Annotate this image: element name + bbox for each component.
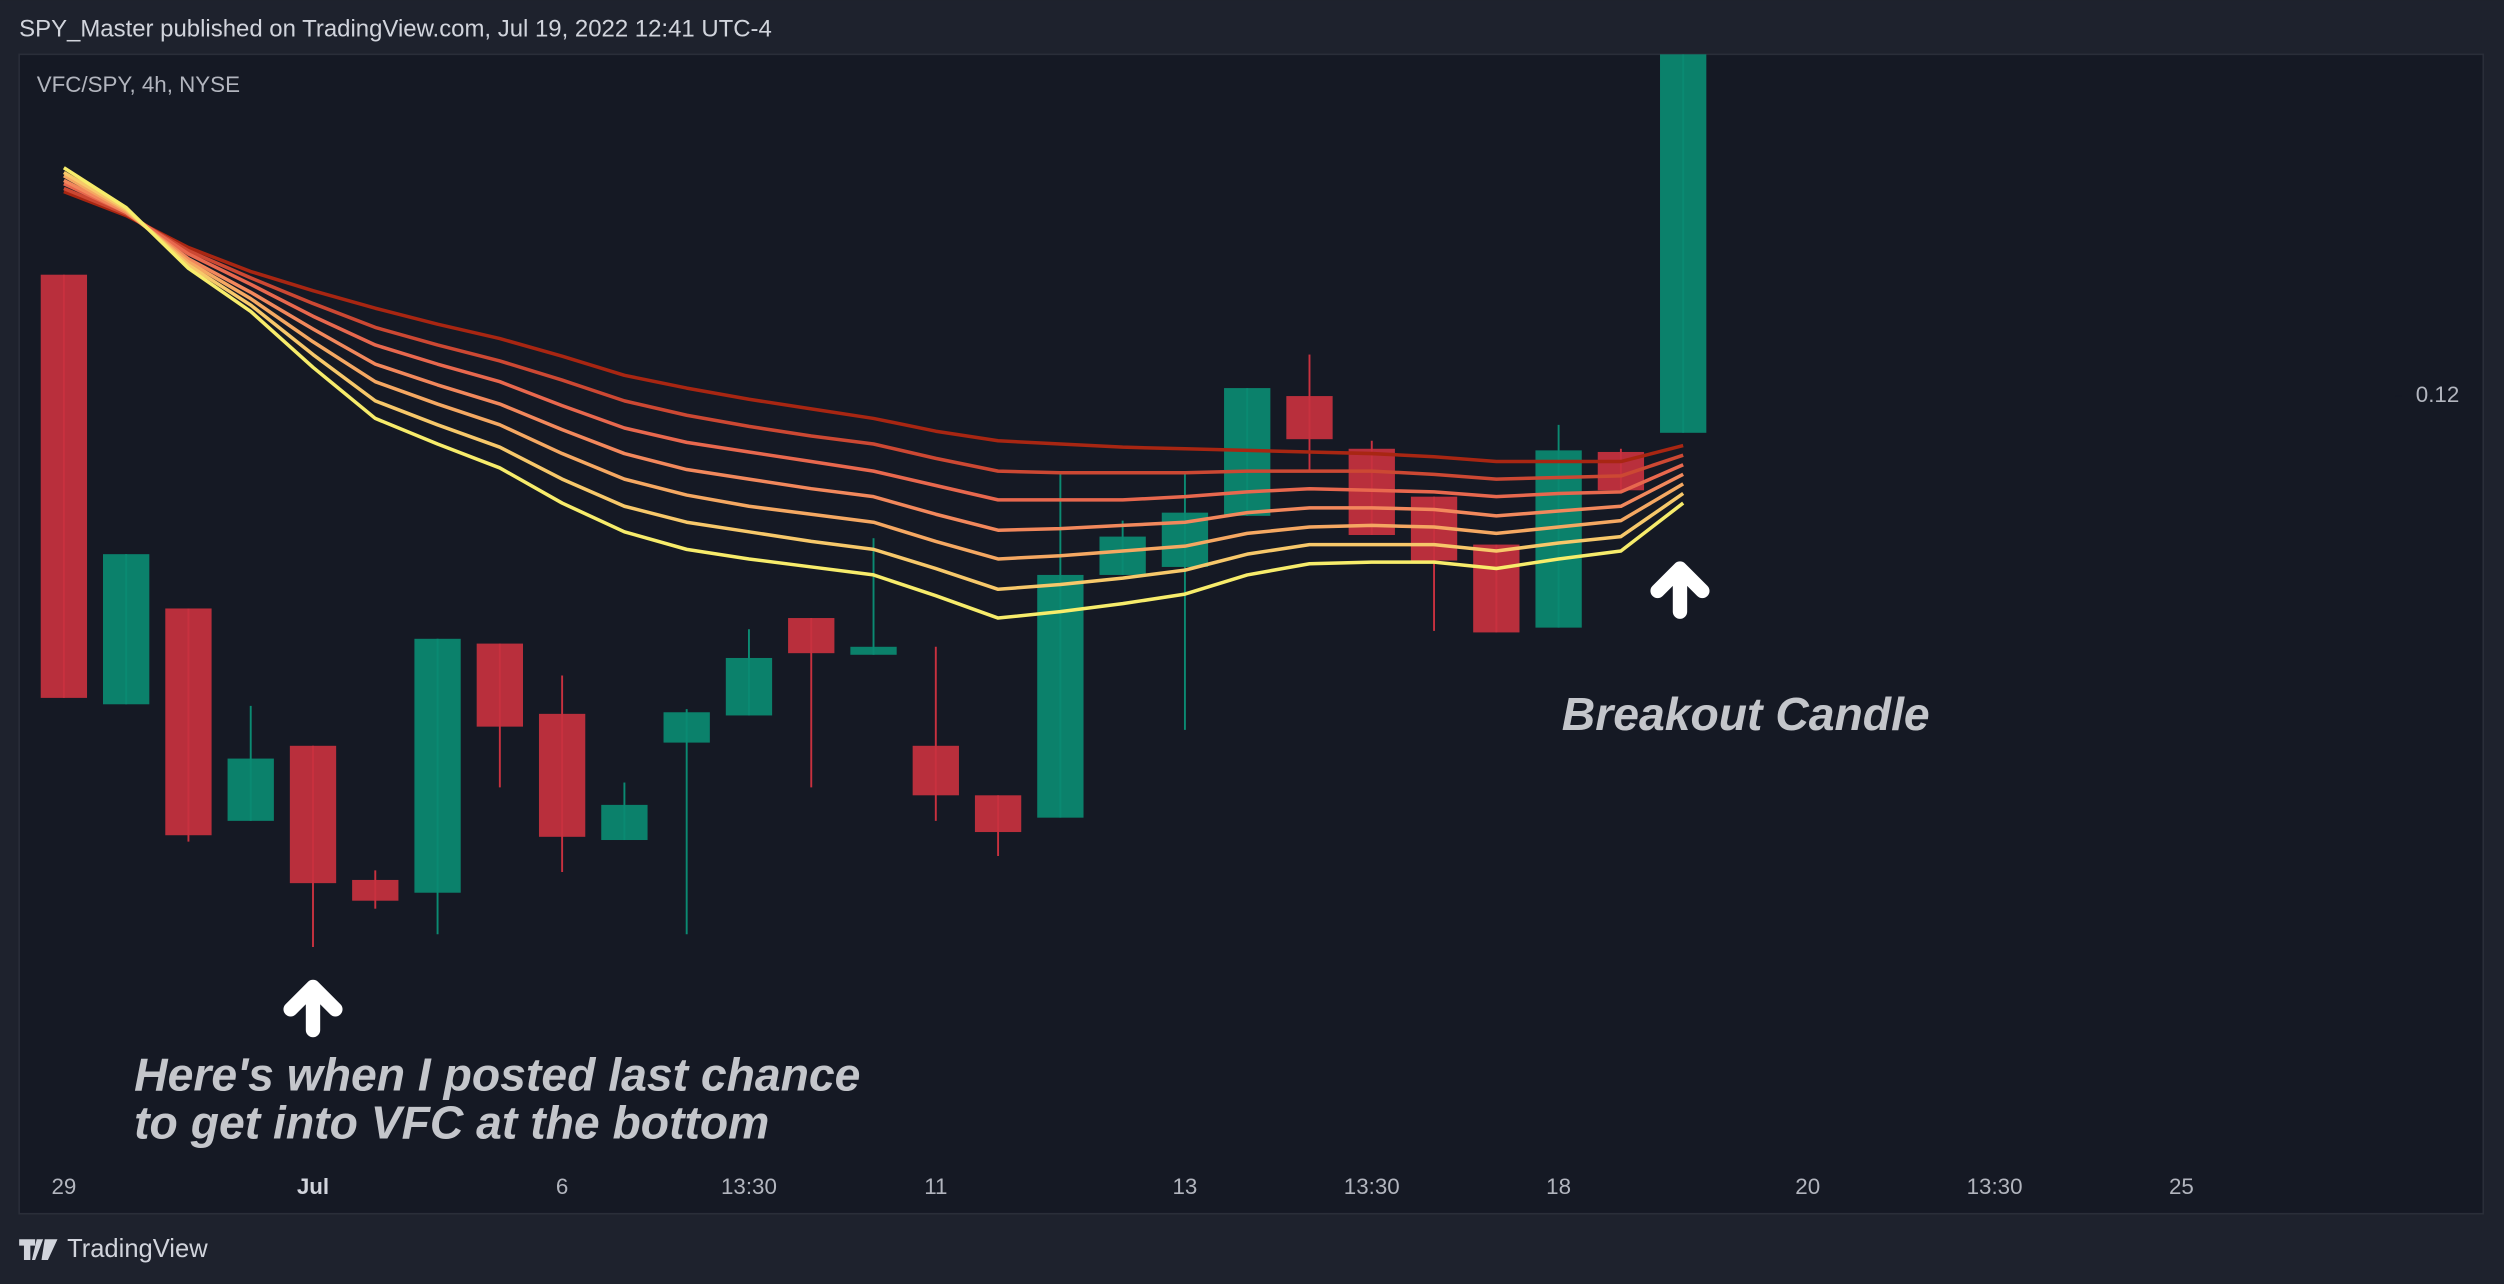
candle-body [538,713,586,837]
x-tick-label: 18 [1546,1174,1571,1199]
ribbon-line [62,170,1685,592]
ribbon-line [63,186,1684,481]
ribbon-line [63,174,1685,561]
x-tick-label: 25 [2169,1174,2194,1199]
annotation: to get into VFC at the bottom [134,1097,769,1149]
candle-body [1099,536,1146,575]
candle-body [974,795,1022,833]
candle-body [725,657,773,716]
logo: TradingView [19,1235,208,1263]
ribbon-line [63,190,1684,464]
candle-body [40,274,88,698]
arrow [1650,561,1710,619]
candle-body [1286,396,1333,440]
candle-body [850,646,897,655]
x-tick-label: 13:30 [1967,1174,2023,1199]
candle-body [103,554,150,705]
candle-body [352,879,399,901]
candle-body [414,638,461,893]
header: SPY_Master published on TradingView.com,… [19,16,772,43]
candle-body [289,745,337,884]
arrow [283,979,343,1038]
ribbon-line [62,166,1685,620]
candle-body [1473,544,1520,633]
candle-body [1660,54,1707,433]
candle-body [788,618,835,654]
annotation: Here's when I posted last chance [134,1049,860,1101]
x-tick-label: 13:30 [1344,1174,1400,1199]
candle-body [165,608,212,836]
x-tick-label: 11 [924,1174,947,1199]
symbol-title: VFC/SPY, 4h, NYSE [37,72,240,97]
candle-body [227,758,274,821]
x-tick-label: 20 [1795,1174,1820,1199]
x-tick-label: 29 [51,1174,76,1199]
candle-body [476,643,523,727]
candle-body [1037,574,1084,818]
footer: TradingView [67,1235,208,1263]
candle-body [1535,450,1582,628]
candle-body [601,804,648,841]
x-tick-label: Jul [297,1174,329,1199]
x-tick-label: 13:30 [721,1174,777,1199]
chart-area [18,53,2485,1215]
ribbon-line [63,178,1684,532]
x-tick-label: 13 [1172,1174,1197,1199]
candle-body [912,745,959,796]
annotation: Breakout Candle [1562,688,1930,740]
candle-body [663,712,710,743]
y-tick-label: 0.12 [2416,382,2460,407]
ribbon-line [63,182,1684,502]
x-tick-label: 6 [556,1174,568,1199]
